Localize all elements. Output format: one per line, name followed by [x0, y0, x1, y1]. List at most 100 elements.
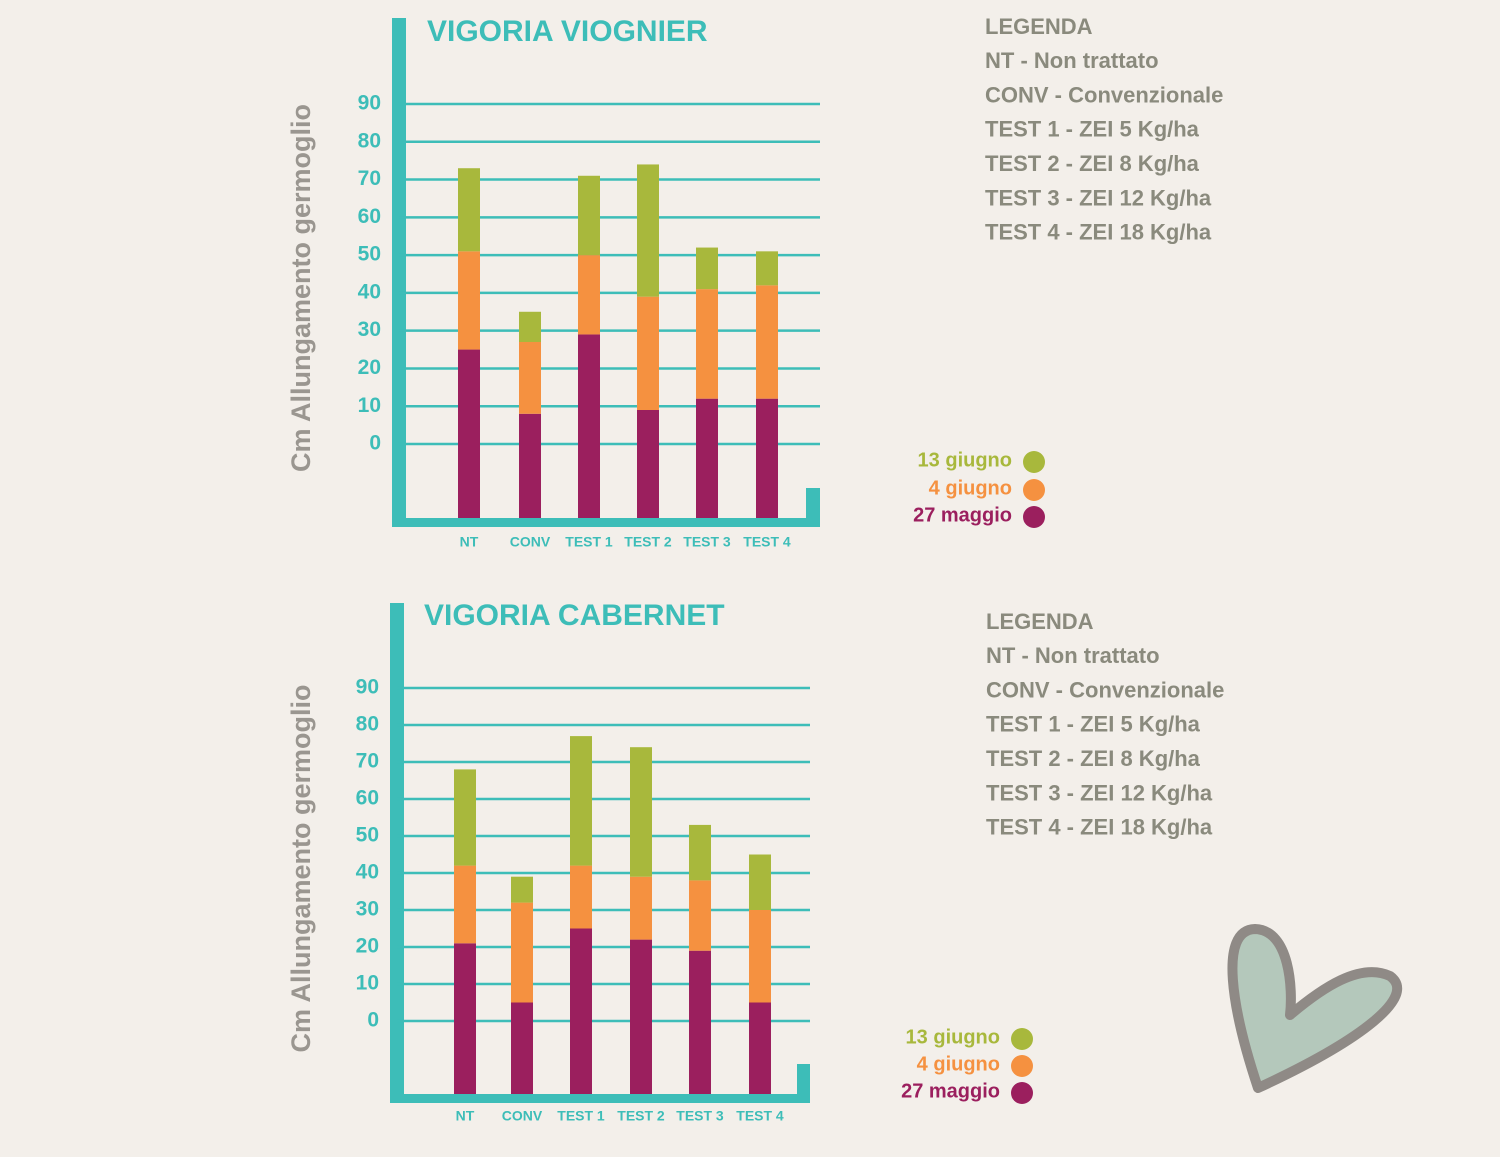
x-tick-label: CONV	[510, 534, 551, 550]
bar-segment	[519, 342, 541, 414]
bar-segment	[630, 876, 652, 940]
x-tick-label: TEST 3	[683, 534, 731, 550]
bar-segment	[689, 950, 711, 1094]
bar-segment	[578, 334, 600, 518]
bar-segment	[511, 1002, 533, 1094]
y-tick-label: 0	[367, 1009, 379, 1032]
y-tick-label: 80	[356, 713, 379, 736]
legend-swatch	[1011, 1055, 1033, 1077]
x-axis	[390, 1094, 810, 1103]
bar-segment	[570, 865, 592, 929]
x-tick-label: TEST 1	[557, 1108, 605, 1124]
x-tick-label: TEST 2	[617, 1108, 665, 1124]
bar-segment	[696, 289, 718, 399]
bar-segment	[689, 824, 711, 881]
bar-segment	[637, 164, 659, 297]
bar-segment	[696, 247, 718, 290]
bar-segment	[637, 410, 659, 518]
bar-segment	[630, 747, 652, 877]
legend-swatch	[1023, 506, 1045, 528]
bar-segment	[578, 175, 600, 256]
bar-segment	[458, 168, 480, 252]
y-tick-label: 30	[356, 898, 379, 921]
x-axis	[392, 518, 820, 527]
bar-segment	[578, 255, 600, 335]
y-tick-label: 90	[358, 92, 381, 115]
legend-note: TEST 2 - ZEI 8 Kg/ha	[985, 151, 1200, 176]
y-tick-label: 10	[356, 972, 379, 995]
axis-tab	[806, 488, 820, 527]
bar-segment	[570, 736, 592, 866]
legend-note: TEST 3 - ZEI 12 Kg/ha	[986, 780, 1213, 805]
legend-swatch	[1011, 1028, 1033, 1050]
x-tick-label: CONV	[502, 1108, 543, 1124]
x-tick-label: TEST 1	[565, 534, 613, 550]
axis-tab	[797, 1064, 810, 1103]
y-tick-label: 50	[358, 243, 381, 266]
x-tick-label: TEST 4	[743, 534, 791, 550]
legend-label: 4 giugno	[917, 1053, 1000, 1075]
legend-note: NT - Non trattato	[986, 643, 1160, 668]
bar-segment	[756, 251, 778, 286]
bar-segment	[511, 902, 533, 1003]
x-tick-label: TEST 2	[624, 534, 672, 550]
bar-segment	[511, 876, 533, 903]
bar-segment	[749, 910, 771, 1003]
bar-segment	[454, 769, 476, 866]
bar-segment	[637, 296, 659, 410]
legend-swatch	[1011, 1082, 1033, 1104]
bar-segment	[749, 1002, 771, 1094]
legend-note: TEST 1 - ZEI 5 Kg/ha	[985, 117, 1200, 142]
bar-segment	[630, 939, 652, 1094]
y-tick-label: 30	[358, 318, 381, 341]
bar-segment	[749, 854, 771, 910]
y-tick-label: 60	[356, 787, 379, 810]
y-tick-label: 70	[356, 750, 379, 773]
legend-note: TEST 1 - ZEI 5 Kg/ha	[986, 712, 1201, 737]
x-tick-label: TEST 4	[736, 1108, 784, 1124]
y-tick-label: 50	[356, 824, 379, 847]
legend-note: TEST 2 - ZEI 8 Kg/ha	[986, 746, 1201, 771]
y-axis-label: Cm Allungamento germoglio	[286, 684, 316, 1052]
y-tick-label: 20	[356, 935, 379, 958]
x-tick-label: NT	[456, 1108, 475, 1124]
y-tick-label: 60	[358, 205, 381, 228]
legend-swatch	[1023, 451, 1045, 473]
y-axis-label: Cm Allungamento germoglio	[286, 104, 316, 472]
legend-label: 4 giugno	[929, 477, 1012, 499]
legend-note: NT - Non trattato	[985, 48, 1159, 73]
y-axis	[390, 603, 404, 1101]
bar-segment	[756, 398, 778, 518]
bar-segment	[519, 311, 541, 342]
bar-segment	[756, 285, 778, 399]
bar-segment	[519, 413, 541, 518]
legend-label: 13 giugno	[906, 1026, 1000, 1048]
legend-note: TEST 3 - ZEI 12 Kg/ha	[985, 185, 1212, 210]
bar-segment	[689, 880, 711, 951]
bar-segment	[696, 398, 718, 518]
chart-title: VIGORIA VIOGNIER	[427, 15, 708, 48]
bar-segment	[454, 865, 476, 944]
chart-title: VIGORIA CABERNET	[424, 599, 725, 632]
heart-decoration	[1227, 924, 1403, 1093]
y-tick-label: 10	[358, 394, 381, 417]
bar-segment	[458, 251, 480, 350]
legend-note: LEGENDA	[985, 14, 1093, 39]
legend-label: 27 maggio	[901, 1080, 1000, 1102]
x-tick-label: NT	[460, 534, 479, 550]
legend-note: CONV - Convenzionale	[986, 677, 1224, 702]
y-tick-label: 40	[358, 280, 381, 303]
legend-note: CONV - Convenzionale	[985, 82, 1223, 107]
bar-segment	[570, 928, 592, 1094]
legend-note: TEST 4 - ZEI 18 Kg/ha	[986, 815, 1213, 840]
y-axis	[392, 18, 406, 525]
y-tick-label: 0	[369, 432, 381, 455]
legend-label: 13 giugno	[918, 449, 1012, 471]
bar-segment	[458, 349, 480, 518]
y-tick-label: 80	[358, 129, 381, 152]
y-tick-label: 90	[356, 676, 379, 699]
legend-label: 27 maggio	[913, 504, 1012, 526]
x-tick-label: TEST 3	[676, 1108, 724, 1124]
y-tick-label: 40	[356, 861, 379, 884]
